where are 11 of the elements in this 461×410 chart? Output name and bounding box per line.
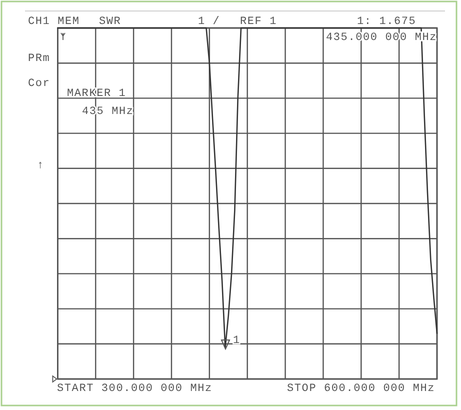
text: START 300.000 000 MHz — [57, 383, 212, 395]
chart-title: CH1 MEM — [28, 16, 80, 28]
y-axis-title: SWR — [99, 16, 122, 28]
annotation: 1 — [233, 335, 240, 347]
annotation: REF 1 — [240, 16, 278, 28]
text: STOP 600.000 000 MHz — [287, 383, 436, 395]
text: Cor — [28, 78, 50, 90]
annotation: 1: 1.675 — [357, 16, 416, 28]
annotation: 1 / — [198, 16, 220, 28]
text: PRm — [28, 53, 50, 65]
text: ↑ — [37, 160, 44, 172]
